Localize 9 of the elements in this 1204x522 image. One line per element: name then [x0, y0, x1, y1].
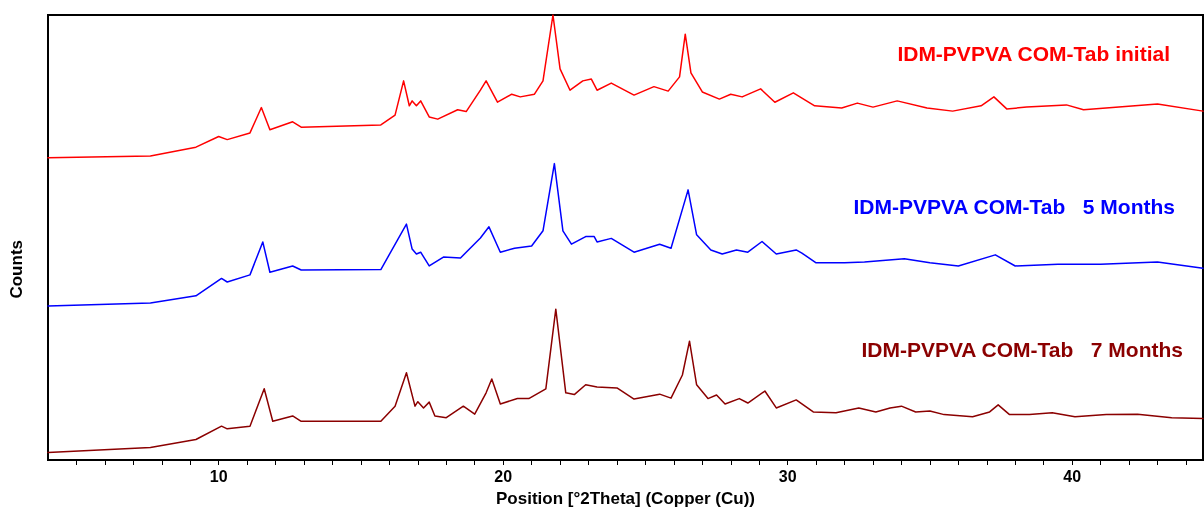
x-tick-label: 40	[1063, 467, 1082, 485]
text: IDM-PVPVA COM-Tab 5 Months	[853, 195, 1175, 218]
x-tick-label: 10	[209, 467, 228, 485]
x-tick-label: 20	[494, 467, 513, 485]
text: IDM-PVPVA COM-Tab 7 Months	[861, 338, 1183, 361]
x-axis-title: Position [°2Theta] (Copper (Cu))	[496, 489, 755, 508]
x-tick-label: 30	[778, 467, 797, 485]
y-axis-title: Counts	[7, 240, 26, 299]
series-label: IDM-PVPVA COM-Tab initial	[897, 42, 1170, 65]
